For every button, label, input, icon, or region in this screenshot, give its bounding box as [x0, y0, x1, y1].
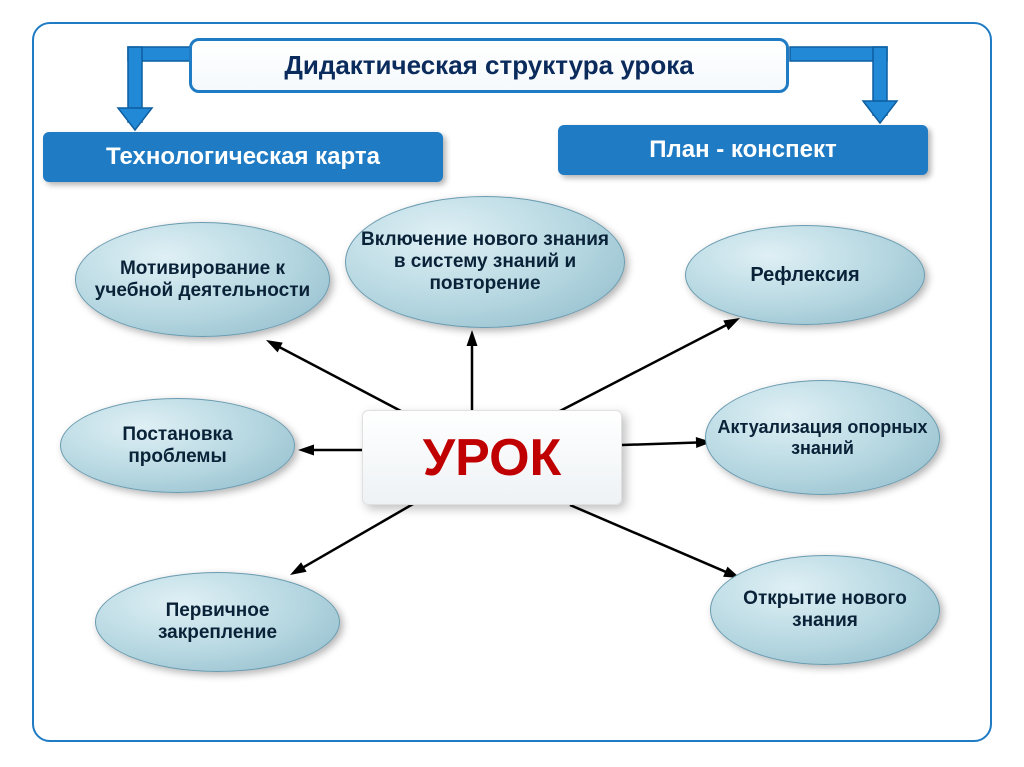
- title-label: Дидактическая структура урока: [284, 50, 693, 81]
- center-box: УРОК: [362, 410, 622, 505]
- ellipse-primary-label: Первичное закрепление: [106, 600, 329, 644]
- ellipse-reflection-label: Рефлексия: [750, 264, 859, 287]
- ellipse-inclusion: Включение нового знания в систему знаний…: [345, 196, 625, 328]
- sub-left-label: Технологическая карта: [106, 143, 380, 171]
- ellipse-problem-label: Постановка проблемы: [71, 424, 284, 468]
- ellipse-actualization-label: Актуализация опорных знаний: [716, 417, 929, 459]
- ellipse-actualization: Актуализация опорных знаний: [705, 380, 940, 495]
- sub-box-left: Технологическая карта: [43, 132, 443, 182]
- center-label: УРОК: [423, 428, 562, 488]
- ellipse-discovery-label: Открытие нового знания: [721, 588, 929, 632]
- ellipse-motivation-label: Мотивирование к учебной деятельности: [86, 258, 319, 302]
- title-box: Дидактическая структура урока: [189, 38, 789, 93]
- ellipse-inclusion-label: Включение нового знания в систему знаний…: [356, 229, 614, 295]
- ellipse-motivation: Мотивирование к учебной деятельности: [75, 222, 330, 337]
- sub-box-right: План - конспект: [558, 125, 928, 175]
- ellipse-discovery: Открытие нового знания: [710, 555, 940, 665]
- ellipse-primary: Первичное закрепление: [95, 572, 340, 672]
- sub-right-label: План - конспект: [649, 136, 836, 164]
- ellipse-problem: Постановка проблемы: [60, 398, 295, 493]
- ellipse-reflection: Рефлексия: [685, 225, 925, 325]
